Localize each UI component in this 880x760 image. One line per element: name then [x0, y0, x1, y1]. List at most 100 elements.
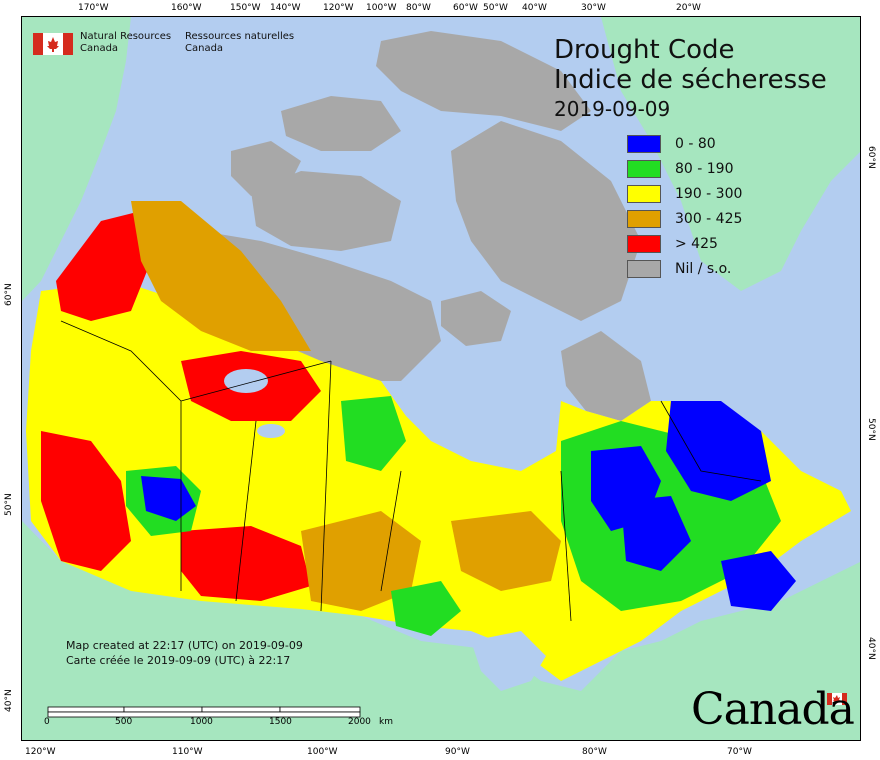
tick-label: 80°W: [582, 747, 607, 757]
legend-label: 300 - 425: [675, 211, 743, 227]
greenland-land: [601, 17, 860, 291]
agency-line: Ressources naturelles: [185, 31, 295, 42]
created-timestamp-fr: Carte créée le 2019-09-09 (UTC) à 22:17: [66, 654, 291, 667]
northwest-orange-zone: [131, 201, 311, 351]
border-line: [560, 470, 572, 622]
ungava-nodata: [561, 331, 651, 421]
great-bear-lake: [224, 369, 268, 393]
scale-label: 1000: [190, 717, 213, 727]
border-line: [180, 360, 332, 402]
map-svg: [22, 17, 860, 740]
scale-bar: [47, 706, 361, 718]
scale-segment: [123, 706, 203, 713]
map-canvas: Natural Resources Canada Ressources natu…: [21, 16, 861, 741]
tick-label: 100°W: [307, 747, 338, 757]
great-slave-lake: [257, 424, 285, 438]
tick-label: 60°N: [866, 146, 876, 169]
southampton-island: [441, 291, 511, 346]
scale-label: 1500: [269, 717, 292, 727]
alberta-blue-zone: [141, 476, 196, 521]
agency-line: Canada: [80, 43, 119, 54]
ellesmere-island: [376, 31, 591, 131]
ontario-orange-zone: [451, 511, 561, 591]
yukon-red-zone: [56, 211, 151, 321]
ontario-green-zone: [391, 581, 461, 636]
legend-swatch: [627, 135, 661, 153]
tick-label: 140°W: [270, 3, 301, 13]
agency-name-fr: Ressources naturelles Canada: [185, 31, 294, 55]
hudson-bay: [401, 346, 561, 471]
great-lakes: [471, 631, 546, 691]
tick-label: 20°W: [676, 3, 701, 13]
nrcan-flag-logo: [33, 33, 73, 55]
provincial-borders: [60, 320, 762, 622]
legend-label: Nil / s.o.: [675, 261, 732, 277]
tick-label: 120°W: [25, 747, 56, 757]
maple-leaf-icon: [833, 695, 840, 704]
alberta-red-zone: [181, 526, 311, 601]
prairie-orange-zone: [301, 511, 421, 611]
legend-swatch: [627, 210, 661, 228]
flag-bar: [827, 693, 832, 705]
nunavut-mainland-nodata: [201, 231, 441, 381]
legend-swatch: [627, 185, 661, 203]
victoria-island: [251, 171, 401, 251]
manitoba-green-zone: [341, 396, 406, 471]
labrador-blue-zone: [666, 401, 771, 501]
scale-label: 500: [115, 717, 133, 727]
tick-label: 70°W: [727, 747, 752, 757]
tick-label: 60°W: [453, 3, 478, 13]
queen-elizabeth-islands: [281, 96, 401, 151]
border-line: [320, 360, 332, 612]
legend-label: 190 - 300: [675, 186, 743, 202]
tick-label: 110°W: [172, 747, 203, 757]
arctic-archipelago: [201, 31, 651, 421]
agency-name-en: Natural Resources Canada: [80, 31, 171, 55]
scale-unit: km: [379, 717, 393, 727]
border-line: [380, 470, 402, 592]
usa-land: [22, 521, 860, 740]
tick-label: 90°W: [445, 747, 470, 757]
newfoundland-blue-zone: [721, 551, 796, 611]
created-timestamp-en: Map created at 22:17 (UTC) on 2019-09-09: [66, 639, 303, 652]
scale-label: 0: [44, 717, 50, 727]
border-line: [660, 400, 762, 482]
tick-label: 40°N: [866, 637, 876, 660]
legend-label: 0 - 80: [675, 136, 716, 152]
tick-label: 60°N: [4, 283, 14, 306]
scale-segment: [201, 706, 281, 713]
tick-label: 50°N: [4, 493, 14, 516]
tick-label: 50°W: [483, 3, 508, 13]
scale-segment: [47, 706, 125, 713]
legend-label: > 425: [675, 236, 718, 252]
border-line: [60, 320, 182, 402]
tick-label: 100°W: [366, 3, 397, 13]
banks-island: [231, 141, 301, 196]
wordmark-flag: [827, 693, 847, 705]
tick-label: 160°W: [171, 3, 202, 13]
scale-label: 2000: [348, 717, 371, 727]
legend-swatch: [627, 235, 661, 253]
baffin-island: [451, 121, 641, 321]
scale-segment: [279, 706, 361, 713]
alaska-land: [22, 17, 131, 301]
tick-label: 120°W: [323, 3, 354, 13]
map-title-fr: Indice de sécheresse: [554, 65, 827, 95]
tick-label: 150°W: [230, 3, 261, 13]
legend-label: 80 - 190: [675, 161, 734, 177]
scale-segment: [47, 711, 361, 718]
map-title: Drought Code: [554, 35, 735, 65]
legend-swatch: [627, 160, 661, 178]
border-line: [235, 420, 257, 602]
map-date: 2019-09-09: [554, 97, 671, 121]
flag-bar: [63, 33, 73, 55]
flag-bar: [33, 33, 43, 55]
tick-label: 40°N: [4, 689, 14, 712]
flag-bar: [842, 693, 847, 705]
tick-label: 30°W: [581, 3, 606, 13]
tick-label: 80°W: [406, 3, 431, 13]
agency-line: Natural Resources: [80, 31, 172, 42]
tick-label: 170°W: [78, 3, 109, 13]
agency-line: Canada: [185, 43, 224, 54]
